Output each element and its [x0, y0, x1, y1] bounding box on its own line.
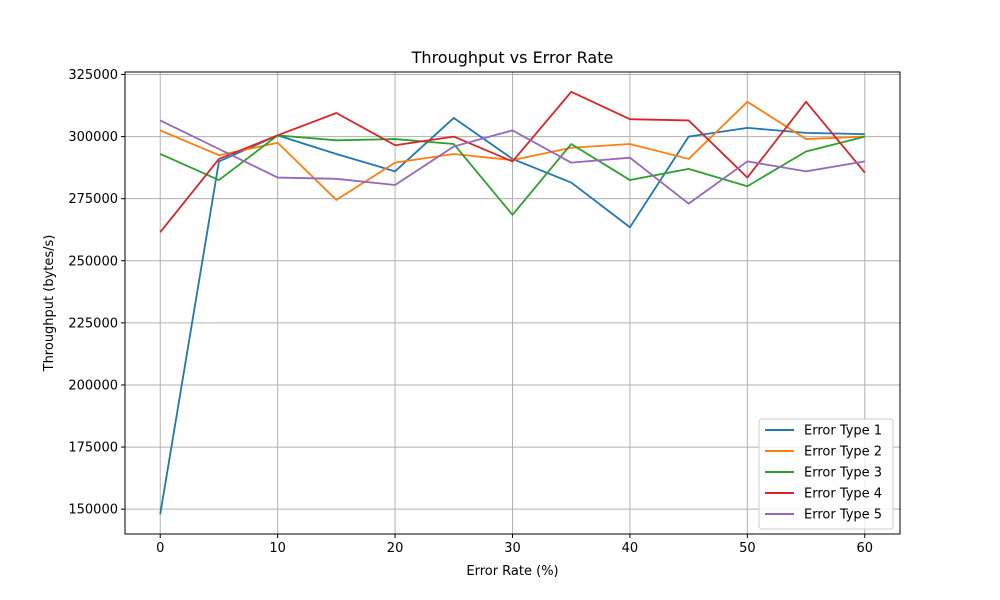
- y-tick-label: 300000: [68, 130, 118, 145]
- legend-box: [758, 418, 894, 530]
- y-tick-label: 150000: [68, 503, 118, 518]
- y-tick-label: 225000: [68, 316, 118, 331]
- y-axis-ticks: 150000 175000 200000 225000 250000 275000 3000…: [68, 68, 125, 518]
- legend-label: Error Type 5: [804, 508, 882, 523]
- legend-label: Error Type 3: [804, 466, 882, 481]
- x-tick-label: 30: [504, 541, 521, 556]
- y-tick-label: 275000: [68, 192, 118, 207]
- x-tick-label: 10: [269, 541, 286, 556]
- x-tick-label: 40: [622, 541, 639, 556]
- x-tick-label: 0: [156, 541, 164, 556]
- y-tick-label: 175000: [68, 441, 118, 456]
- series-line: [159, 119, 865, 205]
- legend: Error Type 1 Error Type 2 Error Type 3 Erro…: [758, 418, 894, 530]
- y-tick-label: 325000: [68, 68, 118, 83]
- x-tick-label: 50: [739, 541, 756, 556]
- chart-title: Throughput vs Error Rate: [411, 48, 614, 67]
- legend-label: Error Type 1: [804, 424, 882, 439]
- grid-lines: [125, 72, 900, 534]
- x-tick-label: 60: [856, 541, 873, 556]
- legend-label: Error Type 4: [804, 487, 882, 502]
- x-tick-label: 20: [387, 541, 404, 556]
- y-tick-label: 200000: [68, 378, 118, 393]
- y-tick-label: 250000: [68, 254, 118, 269]
- legend-label: Error Type 2: [804, 445, 882, 460]
- y-axis-title: Throughput (bytes/s): [42, 235, 57, 373]
- series-line: [159, 90, 866, 233]
- series-lines: [159, 90, 866, 515]
- x-axis-title: Error Rate (%): [466, 564, 558, 579]
- x-axis-ticks: 0 10 20 30 40 50 60: [156, 534, 873, 556]
